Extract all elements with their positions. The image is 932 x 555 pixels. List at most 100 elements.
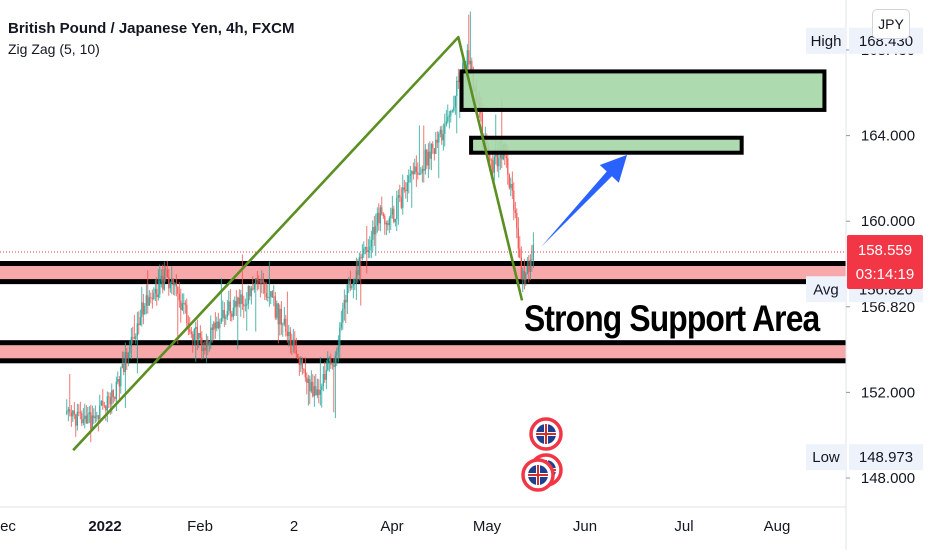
candle-body: [481, 113, 483, 138]
candle-body: [490, 159, 492, 161]
candle-body: [445, 121, 447, 125]
support-zone-1[interactable]: [0, 264, 846, 282]
candle-body: [528, 266, 530, 273]
candle-body: [393, 208, 395, 222]
candle-body: [495, 153, 497, 157]
candle-body: [109, 397, 111, 405]
candle-body: [267, 296, 269, 298]
currency-button[interactable]: JPY: [872, 9, 910, 39]
candle-body: [420, 172, 422, 174]
projection-arrow[interactable]: [541, 154, 628, 247]
marker-label: Low: [812, 449, 840, 466]
candle-body: [196, 326, 198, 340]
candle-body: [108, 396, 110, 398]
support-zone-2[interactable]: [0, 343, 846, 361]
support-annotation-text[interactable]: Strong Support Area: [524, 298, 820, 339]
candle-body: [348, 280, 350, 285]
candle-body: [75, 414, 77, 426]
candle-body: [171, 278, 173, 284]
candle-body: [252, 288, 254, 290]
candle-body: [261, 279, 263, 284]
indicator-label[interactable]: Zig Zag (5, 10): [8, 41, 100, 57]
candle-body: [66, 410, 68, 414]
candle-body: [313, 386, 315, 397]
candle-body: [444, 124, 446, 134]
candle-body: [201, 337, 203, 352]
candle-body: [253, 284, 255, 290]
candle-body: [447, 116, 449, 122]
uk-flag-event-stack-icon[interactable]: [521, 458, 555, 492]
candle-body: [96, 415, 98, 417]
candle-body: [76, 411, 78, 426]
candle-body: [147, 295, 149, 306]
time-tick-label: May: [473, 518, 502, 535]
candle-body: [496, 153, 498, 167]
candle-body: [97, 415, 99, 419]
candle-body: [492, 160, 494, 173]
candle-body: [286, 331, 288, 336]
candle-body: [388, 218, 390, 226]
candle-body: [453, 107, 455, 111]
candle-body: [237, 297, 239, 307]
candle-body: [163, 269, 165, 290]
target-zone-2[interactable]: [469, 135, 744, 155]
candle-body: [184, 302, 186, 305]
price-marker-high[interactable]: High 168.430: [806, 27, 923, 54]
uk-flag-event-icon[interactable]: [529, 417, 563, 451]
candle-body: [295, 349, 297, 355]
candle-body: [274, 296, 276, 318]
candle-body: [228, 301, 230, 311]
candle-body: [351, 285, 353, 289]
candle-body: [150, 297, 152, 299]
candle-body: [505, 156, 507, 159]
flag-red-v: [537, 465, 539, 485]
last-price-value: 158.559: [858, 242, 912, 259]
candle-body: [145, 295, 147, 306]
candle-body: [129, 347, 131, 353]
zigzag-line[interactable]: [72, 35, 524, 452]
symbol-title[interactable]: British Pound / Japanese Yen, 4h, FXCM: [8, 20, 295, 37]
candle-body: [342, 308, 344, 323]
candle-body: [322, 373, 324, 387]
support-zone-bottom-border: [0, 279, 846, 285]
candle-body: [270, 291, 272, 297]
candle-body: [471, 60, 473, 71]
time-tick-label: Jun: [573, 518, 597, 535]
last-price-badge[interactable]: 158.559 03:14:19: [847, 235, 923, 290]
price-markers-layer: High 168.430 Avg 156.820 Low 148.973 158.559 03…: [806, 27, 923, 471]
candle-body: [246, 303, 248, 306]
candle-body: [309, 378, 311, 392]
candle-body: [88, 412, 90, 415]
candle-body: [156, 288, 158, 298]
candle-body: [247, 286, 249, 304]
candle-body: [94, 416, 96, 419]
candle-body: [240, 294, 242, 305]
last-price-bg: [847, 235, 923, 290]
candle-body: [234, 300, 236, 308]
candle-body: [336, 351, 338, 356]
candle-body: [429, 151, 431, 159]
candle-body: [331, 364, 333, 366]
candle-body: [81, 413, 83, 424]
candle-body: [372, 227, 374, 240]
candle-body: [157, 294, 159, 298]
candle-body: [381, 207, 383, 215]
candle-body: [340, 322, 342, 328]
candle-body: [139, 317, 141, 326]
candle-body: [408, 175, 410, 183]
price-marker-low[interactable]: Low 148.973: [806, 444, 923, 471]
candle-body: [111, 390, 113, 405]
candle-body: [249, 286, 251, 297]
candle-body: [454, 96, 456, 108]
support-zone-top-border: [0, 261, 846, 266]
candle-body: [522, 270, 524, 280]
candle-body: [394, 219, 396, 222]
candle-body: [84, 415, 86, 420]
candle-body: [517, 228, 519, 249]
candle-body: [99, 405, 101, 419]
candle-body: [343, 299, 345, 309]
target-zone-1[interactable]: [459, 69, 827, 112]
candle-body: [82, 419, 84, 424]
